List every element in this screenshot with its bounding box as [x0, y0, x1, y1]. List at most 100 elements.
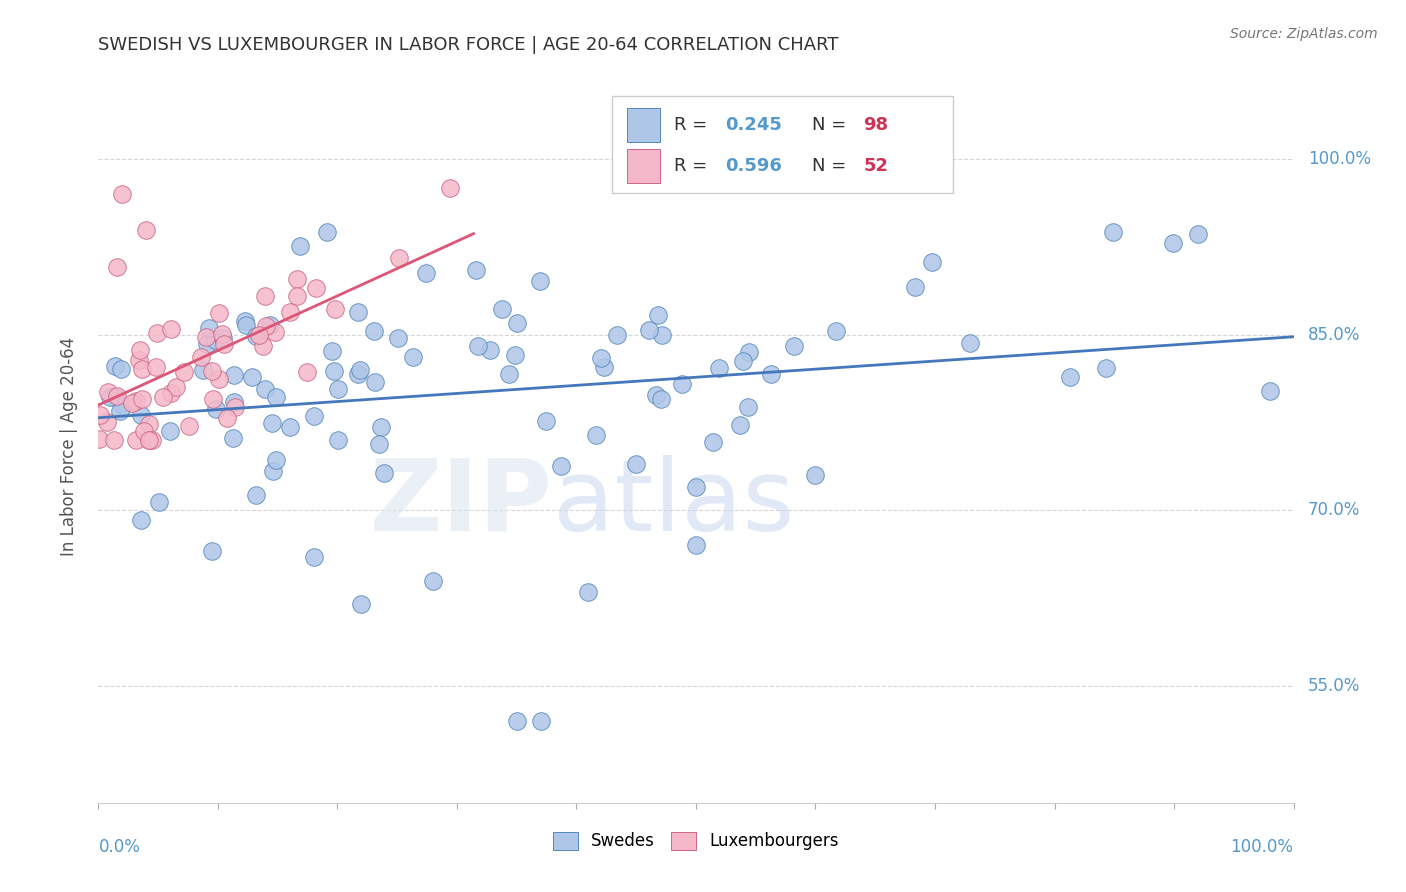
Point [305, 281, 328, 295]
Point [1187, 227, 1209, 241]
Point [152, 390, 174, 404]
Point [464, 263, 486, 277]
Point [685, 538, 707, 552]
Point [506, 316, 529, 330]
Point [131, 513, 153, 527]
Point [733, 354, 755, 368]
Point [422, 574, 444, 588]
Point [921, 254, 943, 268]
Point [111, 400, 134, 414]
Point [222, 431, 245, 445]
Point [326, 382, 349, 396]
Point [159, 424, 181, 438]
Point [589, 351, 612, 365]
Point [606, 328, 628, 343]
Point [263, 464, 285, 478]
Point [264, 325, 287, 339]
Point [1161, 236, 1184, 251]
Point [824, 324, 846, 338]
Text: 0.596: 0.596 [724, 157, 782, 175]
Text: 100.0%: 100.0% [1308, 151, 1371, 169]
Point [259, 318, 281, 332]
Point [207, 372, 229, 386]
Point [247, 328, 270, 343]
Point [534, 415, 557, 429]
Point [364, 375, 387, 389]
Point [530, 714, 553, 728]
Text: atlas: atlas [553, 455, 794, 551]
Point [128, 343, 150, 357]
Point [297, 366, 319, 380]
Point [304, 409, 326, 423]
Point [125, 433, 148, 447]
Point [321, 343, 343, 358]
Point [253, 382, 276, 396]
Point [195, 336, 218, 351]
Text: 0.0%: 0.0% [98, 838, 141, 856]
Point [278, 420, 301, 434]
Point [252, 339, 274, 353]
Point [491, 301, 513, 316]
Point [132, 424, 155, 438]
Point [415, 266, 437, 280]
Point [322, 364, 344, 378]
Text: 0.245: 0.245 [724, 116, 782, 134]
Point [212, 331, 235, 345]
Point [160, 386, 183, 401]
Text: 85.0%: 85.0% [1308, 326, 1360, 343]
Point [1102, 225, 1125, 239]
Point [737, 400, 759, 414]
Point [191, 363, 214, 377]
Point [593, 359, 616, 374]
Point [370, 420, 392, 434]
Point [233, 314, 256, 328]
Point [201, 392, 224, 406]
Point [262, 417, 284, 431]
Text: N =: N = [811, 157, 852, 175]
Point [254, 318, 277, 333]
Point [214, 337, 236, 351]
Point [280, 304, 302, 318]
Point [759, 367, 782, 381]
Point [104, 390, 127, 404]
Point [479, 343, 502, 357]
Text: N =: N = [811, 116, 852, 134]
Point [190, 350, 212, 364]
Point [285, 289, 308, 303]
Point [104, 359, 127, 374]
Point [503, 348, 526, 362]
Point [647, 308, 669, 322]
Point [107, 260, 129, 275]
Point [363, 324, 385, 338]
Point [644, 388, 666, 402]
Point [138, 417, 160, 431]
Point [201, 364, 224, 378]
Point [323, 301, 346, 316]
Point [439, 181, 461, 195]
Point [141, 433, 163, 447]
Point [89, 432, 111, 446]
Text: 98: 98 [863, 116, 889, 134]
Point [671, 377, 693, 392]
Point [578, 585, 600, 599]
Point [148, 495, 170, 509]
Point [387, 331, 409, 345]
Point [125, 394, 148, 409]
Text: 55.0%: 55.0% [1308, 677, 1360, 695]
Point [498, 367, 520, 381]
FancyBboxPatch shape [627, 149, 661, 183]
Point [138, 433, 160, 447]
Point [146, 326, 169, 340]
Point [302, 550, 325, 565]
Point [96, 415, 118, 429]
Point [702, 435, 724, 450]
Point [205, 402, 228, 417]
Text: R =: R = [675, 157, 713, 175]
Point [194, 330, 217, 344]
Point [506, 714, 529, 728]
Point [637, 323, 659, 337]
FancyBboxPatch shape [627, 108, 661, 143]
Point [159, 322, 181, 336]
Point [804, 468, 827, 483]
Point [266, 390, 288, 404]
